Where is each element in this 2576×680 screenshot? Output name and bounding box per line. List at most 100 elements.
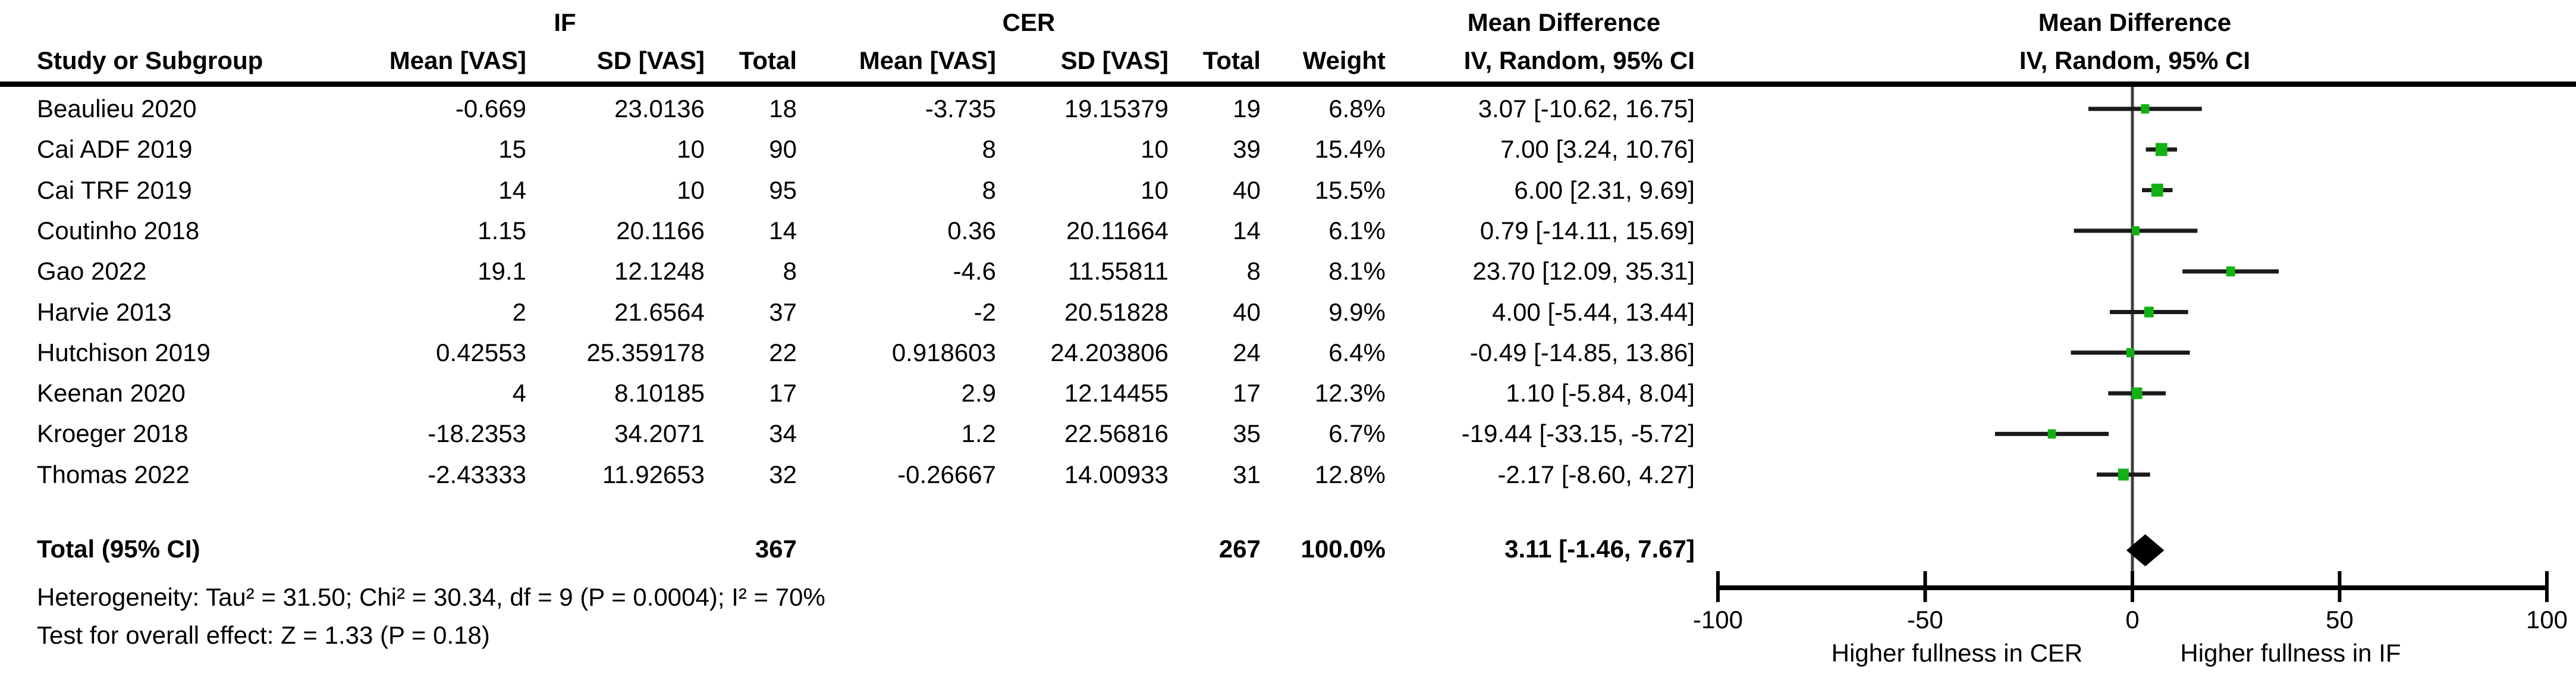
cell-weight: 6.1%: [1328, 216, 1386, 245]
cell-cer-total: 40: [1233, 297, 1261, 326]
cell-cer-sd: 19.15379: [1064, 95, 1168, 123]
total-row-label: Total (95% CI): [37, 535, 200, 563]
axis-caption-left: Higher fullness in CER: [1831, 639, 2083, 667]
effect-marker: [2131, 387, 2143, 399]
cell-if-total: 18: [769, 95, 797, 123]
cell-cer-total: 17: [1233, 379, 1261, 408]
table-row: Harvie 2013 2 21.6564 37 -2 20.51828 40 9.9% 4.0…: [0, 293, 1707, 332]
cell-if-sd: 12.1248: [614, 257, 705, 286]
cell-if-mean: 4: [512, 379, 526, 408]
cell-cer-mean: -0.26667: [897, 460, 996, 488]
cell-study: Hutchison 2019: [37, 338, 211, 366]
cell-if-sd: 20.1166: [616, 216, 705, 245]
cell-cer-sd: 22.56816: [1064, 419, 1168, 448]
cell-if-mean: 15: [498, 135, 526, 164]
cell-if-total: 37: [769, 297, 797, 326]
cell-weight: 12.3%: [1314, 379, 1386, 408]
effect-marker: [2131, 226, 2140, 236]
cell-study: Kroeger 2018: [37, 419, 189, 448]
cell-study: Gao 2022: [37, 257, 147, 286]
effect-marker: [2141, 104, 2150, 114]
overall-effect-note: Test for overall effect: Z = 1.33 (P = 0…: [37, 621, 490, 649]
cell-if-sd: 11.92653: [602, 460, 705, 488]
cell-cer-mean: -3.735: [925, 95, 996, 123]
cell-cer-total: 19: [1233, 95, 1261, 123]
cell-weight: 9.9%: [1328, 297, 1386, 326]
cell-cer-mean: 0.36: [947, 216, 996, 245]
cell-if-total: 90: [769, 135, 797, 164]
table-row: Cai ADF 2019 15 10 90 8 10 39 15.4% 7.00 [3.24, …: [0, 130, 1707, 169]
col-header-if-sd: SD [VAS]: [596, 46, 705, 74]
col-header-weight: Weight: [1302, 46, 1386, 74]
cell-ci-text: -19.44 [-33.15, -5.72]: [1461, 419, 1695, 448]
effect-marker: [2118, 468, 2129, 481]
cell-if-sd: 34.2071: [614, 419, 705, 448]
total-weight: 100.0%: [1300, 535, 1386, 563]
total-ci-text: 3.11 [-1.46, 7.67]: [1504, 535, 1695, 563]
table-row: Gao 2022 19.1 12.1248 8 -4.6 11.55811 8 8.1% 23.…: [0, 252, 1707, 291]
cell-cer-mean: -4.6: [953, 257, 996, 286]
cell-ci-text: -2.17 [-8.60, 4.27]: [1497, 460, 1695, 488]
cell-cer-total: 8: [1246, 257, 1261, 286]
table-row: Beaulieu 2020 -0.669 23.0136 18 -3.735 19.153…: [0, 89, 1707, 129]
table-row: Thomas 2022 -2.43333 11.92653 32 -0.26667 14.…: [0, 455, 1707, 494]
cell-if-total: 95: [769, 176, 797, 204]
cell-if-mean: 14: [498, 176, 526, 204]
cell-weight: 6.8%: [1328, 95, 1386, 123]
cell-if-mean: -0.669: [455, 95, 526, 123]
cell-study: Cai TRF 2019: [37, 176, 192, 204]
cell-cer-mean: 2.9: [961, 379, 996, 408]
cell-ci-text: -0.49 [-14.85, 13.86]: [1469, 338, 1695, 366]
cell-cer-total: 31: [1233, 460, 1261, 488]
col-header-cer-mean: Mean [VAS]: [859, 46, 996, 74]
table-row: Hutchison 2019 0.42553 25.359178 22 0.918603…: [0, 333, 1707, 372]
cell-cer-sd: 14.00933: [1064, 460, 1168, 488]
table-row: Coutinho 2018 1.15 20.1166 14 0.36 20.11664 14…: [0, 211, 1707, 250]
cell-cer-sd: 20.11664: [1066, 216, 1168, 245]
cell-study: Thomas 2022: [37, 460, 190, 488]
cell-if-sd: 8.10185: [614, 379, 705, 408]
cell-weight: 15.5%: [1314, 176, 1386, 204]
cell-cer-mean: 1.2: [961, 419, 996, 448]
group-header-if: IF: [554, 8, 576, 36]
cell-study: Harvie 2013: [37, 297, 172, 326]
group-header-mean-difference-text: Mean Difference: [1467, 8, 1661, 36]
cell-cer-total: 24: [1233, 338, 1261, 366]
cell-if-total: 8: [783, 257, 797, 286]
x-tick-label: 100: [2525, 606, 2568, 634]
cell-ci-text: 4.00 [-5.44, 13.44]: [1492, 297, 1695, 326]
effect-marker: [2047, 429, 2056, 439]
effect-marker: [2144, 306, 2154, 318]
cell-study: Keenan 2020: [37, 379, 186, 408]
cell-cer-total: 14: [1233, 216, 1261, 245]
plot-header-iv-random: IV, Random, 95% CI: [2019, 46, 2251, 74]
cell-if-total: 34: [769, 419, 797, 448]
cell-cer-sd: 10: [1141, 176, 1168, 204]
effect-marker: [2126, 348, 2135, 358]
axis-caption-right: Higher fullness in IF: [2180, 639, 2401, 667]
cell-cer-sd: 20.51828: [1064, 297, 1168, 326]
total-if-n: 367: [755, 535, 797, 563]
cell-if-mean: 2: [512, 297, 526, 326]
col-header-iv-random: IV, Random, 95% CI: [1463, 46, 1695, 74]
cell-cer-sd: 10: [1141, 135, 1168, 164]
cell-if-sd: 21.6564: [614, 297, 705, 326]
cell-if-mean: -18.2353: [428, 419, 526, 448]
cell-if-total: 17: [769, 379, 797, 408]
cell-cer-total: 35: [1233, 419, 1261, 448]
cell-if-sd: 10: [677, 176, 705, 204]
cell-cer-total: 40: [1233, 176, 1261, 204]
effect-marker: [2151, 183, 2163, 197]
cell-cer-sd: 12.14455: [1064, 379, 1168, 408]
x-tick-label: 50: [2326, 606, 2354, 634]
effect-marker: [2155, 143, 2167, 156]
cell-weight: 15.4%: [1314, 135, 1386, 164]
effect-marker: [2226, 266, 2235, 277]
cell-ci-text: 6.00 [2.31, 9.69]: [1514, 176, 1695, 204]
x-tick-label: 0: [2125, 606, 2140, 634]
total-diamond: [2126, 534, 2165, 566]
cell-if-sd: 25.359178: [586, 338, 705, 366]
cell-if-total: 32: [769, 460, 797, 488]
cell-cer-mean: -2: [973, 297, 996, 326]
